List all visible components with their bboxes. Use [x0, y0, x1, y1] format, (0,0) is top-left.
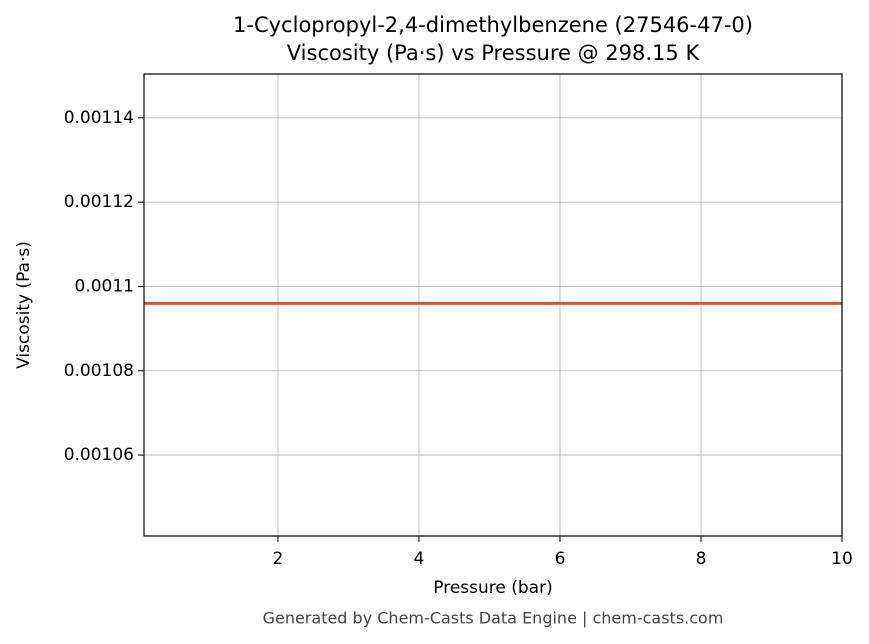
y-axis-label: Viscosity (Pa·s) [14, 241, 34, 369]
footer: Generated by Chem-Casts Data Engine | ch… [263, 609, 724, 628]
y-tick-label: 0.00114 [64, 108, 134, 128]
y-tick-label: 0.00106 [64, 445, 134, 465]
y-tick-label: 0.00108 [64, 361, 134, 381]
y-tick-label: 0.0011 [75, 276, 134, 296]
x-tick-label: 10 [831, 549, 853, 569]
x-tick-label: 8 [696, 549, 707, 569]
chart-title: 1-Cyclopropyl-2,4-dimethylbenzene (27546… [233, 13, 753, 37]
x-tick-label: 4 [414, 549, 425, 569]
y-tick-label: 0.00112 [64, 192, 134, 212]
x-tick-label: 2 [273, 549, 284, 569]
plot-frame [143, 73, 843, 537]
x-axis-label: Pressure (bar) [433, 578, 552, 598]
chart-subtitle: Viscosity (Pa·s) vs Pressure @ 298.15 K [287, 41, 701, 65]
x-tick-label: 6 [555, 549, 566, 569]
